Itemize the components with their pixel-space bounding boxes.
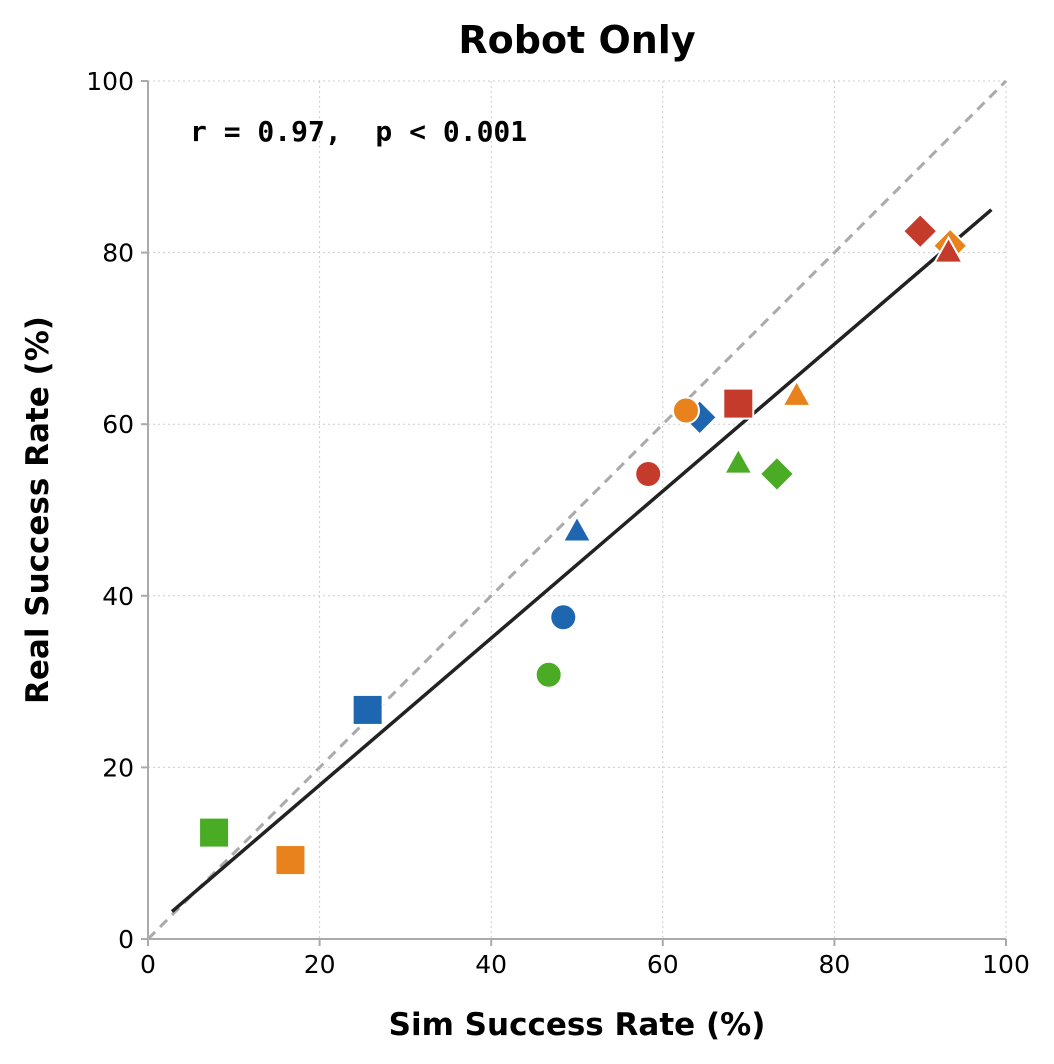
x-tick-label: 60 bbox=[647, 950, 679, 979]
point-red-triangle bbox=[932, 235, 965, 264]
y-tick-label: 40 bbox=[102, 582, 134, 611]
point-red-circle bbox=[634, 459, 663, 488]
data-points bbox=[198, 212, 969, 877]
point-red-diamond bbox=[901, 212, 939, 250]
y-tick-label: 80 bbox=[102, 239, 134, 268]
y-tick-label: 20 bbox=[102, 753, 134, 782]
point-green-square bbox=[198, 816, 231, 849]
x-tick-label: 40 bbox=[475, 950, 507, 979]
x-axis-label: Sim Success Rate (%) bbox=[389, 1007, 766, 1043]
x-tick-label: 80 bbox=[818, 950, 850, 979]
point-blue-square bbox=[351, 693, 384, 726]
x-tick-label: 100 bbox=[982, 950, 1030, 979]
point-orange-square bbox=[274, 844, 307, 877]
point-green-circle bbox=[534, 660, 563, 689]
x-tick-label: 0 bbox=[140, 950, 156, 979]
point-orange-triangle bbox=[780, 378, 813, 407]
point-blue-circle bbox=[549, 603, 578, 632]
point-green-diamond bbox=[758, 455, 796, 493]
y-tick-label: 60 bbox=[102, 410, 134, 439]
point-blue-triangle bbox=[561, 514, 593, 543]
chart-title: Robot Only bbox=[458, 18, 695, 62]
y-tick-label: 0 bbox=[118, 925, 134, 954]
point-orange-circle bbox=[671, 396, 700, 425]
point-red-square bbox=[722, 387, 755, 420]
y-axis-label: Real Success Rate (%) bbox=[20, 316, 56, 704]
fit-line bbox=[170, 208, 993, 913]
point-green-triangle bbox=[722, 446, 755, 475]
ticks: 0 20 40 60 80 100 0 20 40 60 80 100 bbox=[86, 67, 1030, 979]
y-tick-label: 100 bbox=[86, 67, 134, 96]
correlation-annotation: r = 0.97, p < 0.001 bbox=[190, 115, 527, 148]
identity-line bbox=[146, 79, 1008, 941]
x-tick-label: 20 bbox=[304, 950, 336, 979]
grid bbox=[147, 80, 1007, 940]
